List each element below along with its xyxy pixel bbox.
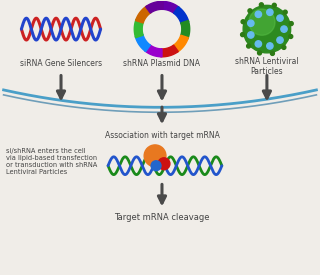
Text: shRNA Lentiviral
Particles: shRNA Lentiviral Particles [235, 57, 299, 76]
Circle shape [144, 145, 166, 167]
Text: si/shRNA enters the cell
via lipid-based transfection
or transduction with shRNA: si/shRNA enters the cell via lipid-based… [5, 148, 97, 175]
Polygon shape [174, 7, 189, 24]
Circle shape [289, 22, 293, 26]
Circle shape [277, 37, 283, 43]
Text: siRNA Gene Silencers: siRNA Gene Silencers [20, 59, 102, 68]
Circle shape [241, 20, 245, 24]
Circle shape [255, 41, 261, 47]
Circle shape [249, 9, 275, 35]
Polygon shape [173, 35, 188, 52]
Circle shape [270, 51, 275, 55]
Circle shape [248, 32, 254, 38]
Circle shape [158, 158, 170, 170]
Circle shape [267, 43, 273, 49]
Polygon shape [161, 45, 178, 57]
Circle shape [282, 45, 286, 50]
Circle shape [243, 5, 291, 53]
Text: Association with target mRNA: Association with target mRNA [105, 131, 220, 140]
Text: Target mRNA cleavage: Target mRNA cleavage [114, 213, 210, 222]
Polygon shape [135, 34, 150, 51]
Circle shape [283, 10, 287, 14]
Circle shape [260, 3, 263, 7]
Polygon shape [136, 6, 151, 23]
Circle shape [255, 11, 261, 17]
Circle shape [248, 9, 252, 13]
Polygon shape [180, 21, 190, 39]
Polygon shape [162, 1, 180, 14]
Circle shape [241, 33, 244, 37]
Circle shape [272, 3, 276, 7]
Text: shRNA Plasmid DNA: shRNA Plasmid DNA [124, 59, 200, 68]
Circle shape [258, 51, 261, 55]
Circle shape [277, 15, 283, 21]
Circle shape [289, 34, 293, 38]
Circle shape [248, 20, 254, 26]
Circle shape [281, 26, 287, 32]
Circle shape [267, 9, 273, 15]
Circle shape [247, 44, 251, 48]
Polygon shape [134, 19, 143, 38]
Polygon shape [145, 45, 162, 57]
Circle shape [151, 161, 161, 171]
Polygon shape [146, 1, 164, 13]
